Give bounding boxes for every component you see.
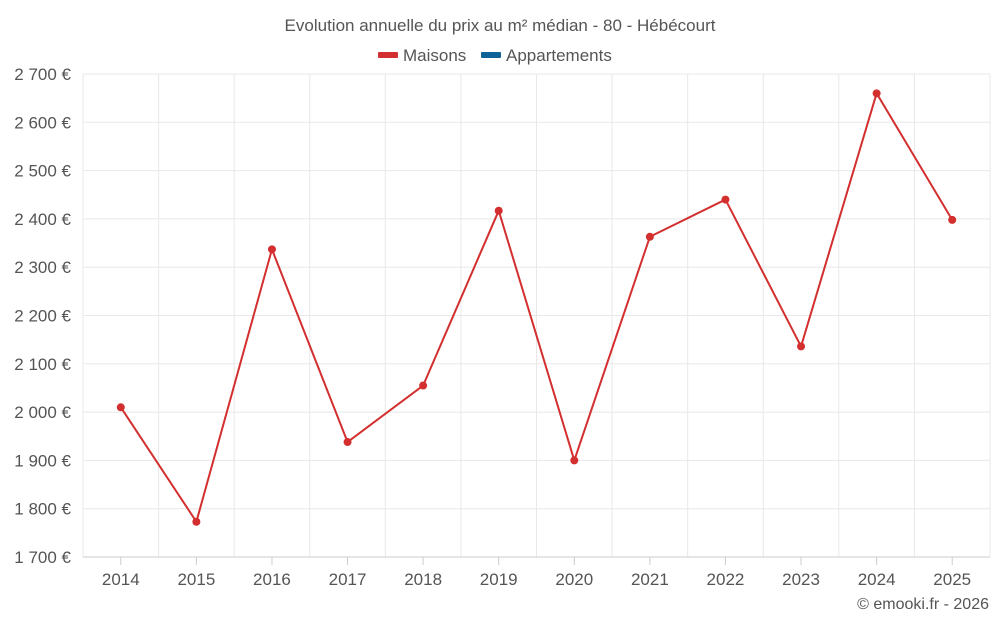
- y-tick-label: 1 700 €: [14, 548, 71, 567]
- legend-label-appartements: Appartements: [506, 46, 612, 65]
- legend-label-maisons: Maisons: [403, 46, 466, 65]
- x-tick-label: 2021: [631, 570, 669, 589]
- x-tick-label: 2017: [329, 570, 367, 589]
- x-tick-label: 2015: [177, 570, 215, 589]
- y-tick-label: 2 000 €: [14, 403, 71, 422]
- y-tick-label: 2 100 €: [14, 355, 71, 374]
- legend-item-appartements[interactable]: Appartements: [481, 46, 612, 65]
- y-tick-label: 2 400 €: [14, 210, 71, 229]
- axes: 1 700 € 1 800 € 1 900 € 2 000 € 2 100 € 2 200…: [14, 65, 990, 589]
- data-point[interactable]: [116, 403, 125, 412]
- y-tick-label: 2 700 €: [14, 65, 71, 84]
- data-point[interactable]: [721, 195, 730, 204]
- legend-swatch-maisons: [378, 52, 398, 58]
- legend: Maisons Appartements: [378, 46, 612, 65]
- data-point[interactable]: [192, 517, 201, 526]
- chart-title: Evolution annuelle du prix au m² médian …: [285, 16, 716, 35]
- x-tick-label: 2022: [707, 570, 745, 589]
- y-tick-label: 2 200 €: [14, 307, 71, 326]
- x-tick-label: 2025: [933, 570, 971, 589]
- data-point[interactable]: [645, 232, 654, 241]
- x-tick-label: 2016: [253, 570, 291, 589]
- grid: [82, 73, 991, 557]
- credits[interactable]: © emooki.fr - 2026: [857, 596, 989, 613]
- data-point[interactable]: [267, 245, 276, 254]
- series-line-maisons: [119, 92, 954, 523]
- y-tick-label: 1 900 €: [14, 451, 71, 470]
- data-point[interactable]: [948, 215, 957, 224]
- y-tick-label: 1 800 €: [14, 500, 71, 519]
- y-tick-label: 2 600 €: [14, 113, 71, 132]
- legend-swatch-appartements: [481, 52, 501, 58]
- x-tick-label: 2020: [555, 570, 593, 589]
- data-point[interactable]: [872, 89, 881, 98]
- data-point[interactable]: [570, 456, 579, 465]
- legend-item-maisons[interactable]: Maisons: [378, 46, 466, 65]
- x-tick-label: 2018: [404, 570, 442, 589]
- x-tick-label: 2023: [782, 570, 820, 589]
- plot-area: [116, 89, 957, 526]
- data-point[interactable]: [419, 381, 428, 390]
- data-point[interactable]: [494, 206, 503, 215]
- x-tick-label: 2024: [858, 570, 896, 589]
- y-tick-label: 2 300 €: [14, 258, 71, 277]
- x-tick-label: 2019: [480, 570, 518, 589]
- x-tick-label: 2014: [102, 570, 140, 589]
- data-point[interactable]: [343, 438, 352, 447]
- data-point[interactable]: [797, 342, 806, 351]
- y-tick-label: 2 500 €: [14, 162, 71, 181]
